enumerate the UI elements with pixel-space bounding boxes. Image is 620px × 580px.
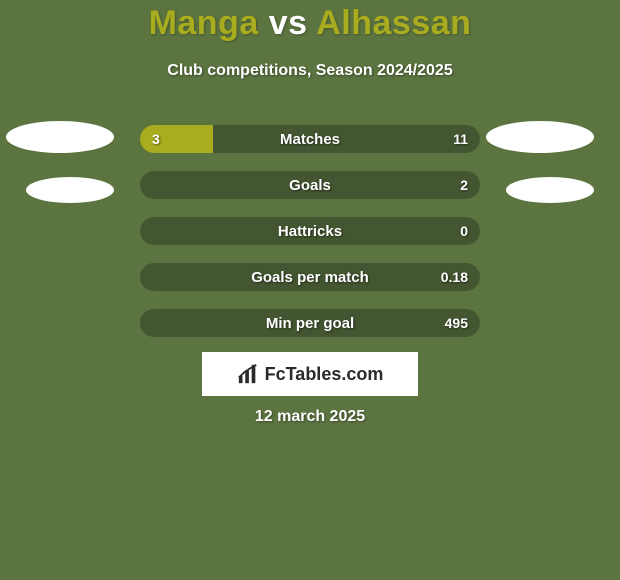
subtitle: Club competitions, Season 2024/2025: [0, 62, 620, 80]
stat-bar-label: Goals per match: [140, 263, 480, 291]
stat-bar-label: Min per goal: [140, 309, 480, 337]
stat-bar-label: Matches: [140, 125, 480, 153]
stat-bar-row: Goals per match0.18: [140, 263, 480, 291]
page-title: Manga vs Alhassan: [0, 4, 620, 43]
title-player1: Manga: [149, 4, 259, 42]
avatar-ring-right-2: [506, 177, 594, 203]
stat-bar-left-value: 3: [152, 125, 160, 153]
brand-badge: FcTables.com: [202, 352, 418, 396]
stat-bar-right-value: 495: [445, 309, 468, 337]
stat-bar-right-value: 0: [460, 217, 468, 245]
title-player2: Alhassan: [316, 4, 471, 42]
date-text: 12 march 2025: [0, 408, 620, 426]
brand-text: FcTables.com: [265, 364, 384, 385]
avatar-ring-left-2: [26, 177, 114, 203]
avatar-ring-right-1: [486, 121, 594, 153]
stat-bar-right-value: 11: [453, 125, 468, 153]
stat-bar-right-value: 2: [460, 171, 468, 199]
stat-bars: Matches3 11 Goals2 Hattricks0 Goals per matc…: [140, 125, 480, 355]
avatar-ring-left-1: [6, 121, 114, 153]
stat-bar-label: Goals: [140, 171, 480, 199]
bar-chart-icon: [237, 363, 259, 385]
stat-bar-label: Hattricks: [140, 217, 480, 245]
stat-bar-row: Min per goal495: [140, 309, 480, 337]
title-vs: vs: [269, 4, 308, 42]
stat-bar-row: Hattricks0: [140, 217, 480, 245]
comparison-infographic: Manga vs Alhassan Club competitions, Sea…: [0, 0, 620, 580]
stat-bar-row: Matches3 11: [140, 125, 480, 153]
stat-bar-row: Goals2: [140, 171, 480, 199]
stat-bar-right-value: 0.18: [441, 263, 468, 291]
